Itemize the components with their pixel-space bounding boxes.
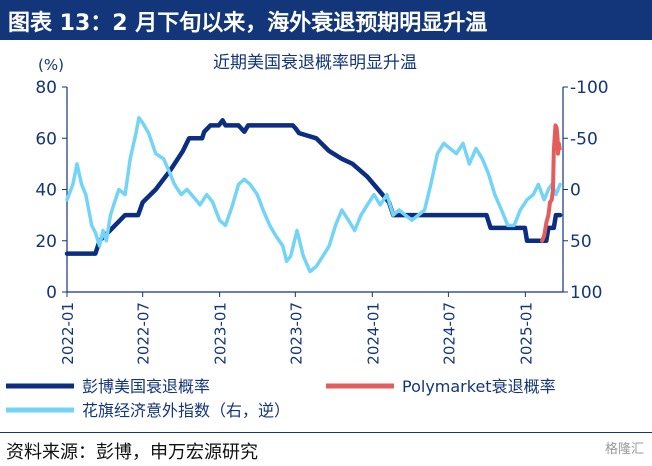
legend-label-surprise: 花旗经济意外指数（右，逆） xyxy=(82,401,290,420)
y-left-tick-label: 20 xyxy=(35,232,57,252)
y-right-tick-label: 50 xyxy=(570,232,592,252)
footer-divider xyxy=(0,432,652,433)
x-tick-label: 2025-01 xyxy=(517,302,535,365)
series-line-polymarket xyxy=(540,123,562,243)
x-tick-label: 2024-07 xyxy=(440,302,458,365)
x-tick-label: 2022-01 xyxy=(59,302,77,365)
y-left-tick-label: 0 xyxy=(46,283,57,303)
line-chart: 近期美国衰退概率明显升温 (%) 0 20 40 60 80 -100 -50 0 50 100 202… xyxy=(6,53,609,420)
watermark-logo: 格隆汇 xyxy=(604,442,644,457)
figure-header: 图表 13：2 月下旬以来，海外衰退预期明显升温 xyxy=(0,0,652,40)
y-left-tick-label: 80 xyxy=(35,78,57,98)
y-left-tick-label: 60 xyxy=(35,129,57,149)
y-left-tick-label: 40 xyxy=(35,181,57,201)
x-tick-label: 2023-01 xyxy=(212,302,230,365)
x-tick-label: 2022-07 xyxy=(135,302,153,365)
chart-title: 近期美国衰退概率明显升温 xyxy=(213,53,417,73)
series-line-recession xyxy=(64,118,563,256)
legend-label-recession: 彭博美国衰退概率 xyxy=(82,377,210,396)
x-tick-label: 2023-07 xyxy=(287,302,305,365)
y-right-tick-label: 0 xyxy=(570,181,581,201)
series-line-surprise xyxy=(65,116,562,274)
legend-label-polymarket: Polymarket衰退概率 xyxy=(402,377,556,396)
y-right-tick-label: -100 xyxy=(570,78,609,98)
y-unit-label: (%) xyxy=(38,56,64,74)
source-note: 资料来源：彭博，申万宏源研究 xyxy=(6,442,258,463)
y-right-tick-label: 100 xyxy=(570,283,602,303)
y-right-tick-label: -50 xyxy=(570,129,598,149)
figure-title: 图表 13：2 月下旬以来，海外衰退预期明显升温 xyxy=(8,11,488,36)
x-tick-label: 2024-01 xyxy=(364,302,382,365)
